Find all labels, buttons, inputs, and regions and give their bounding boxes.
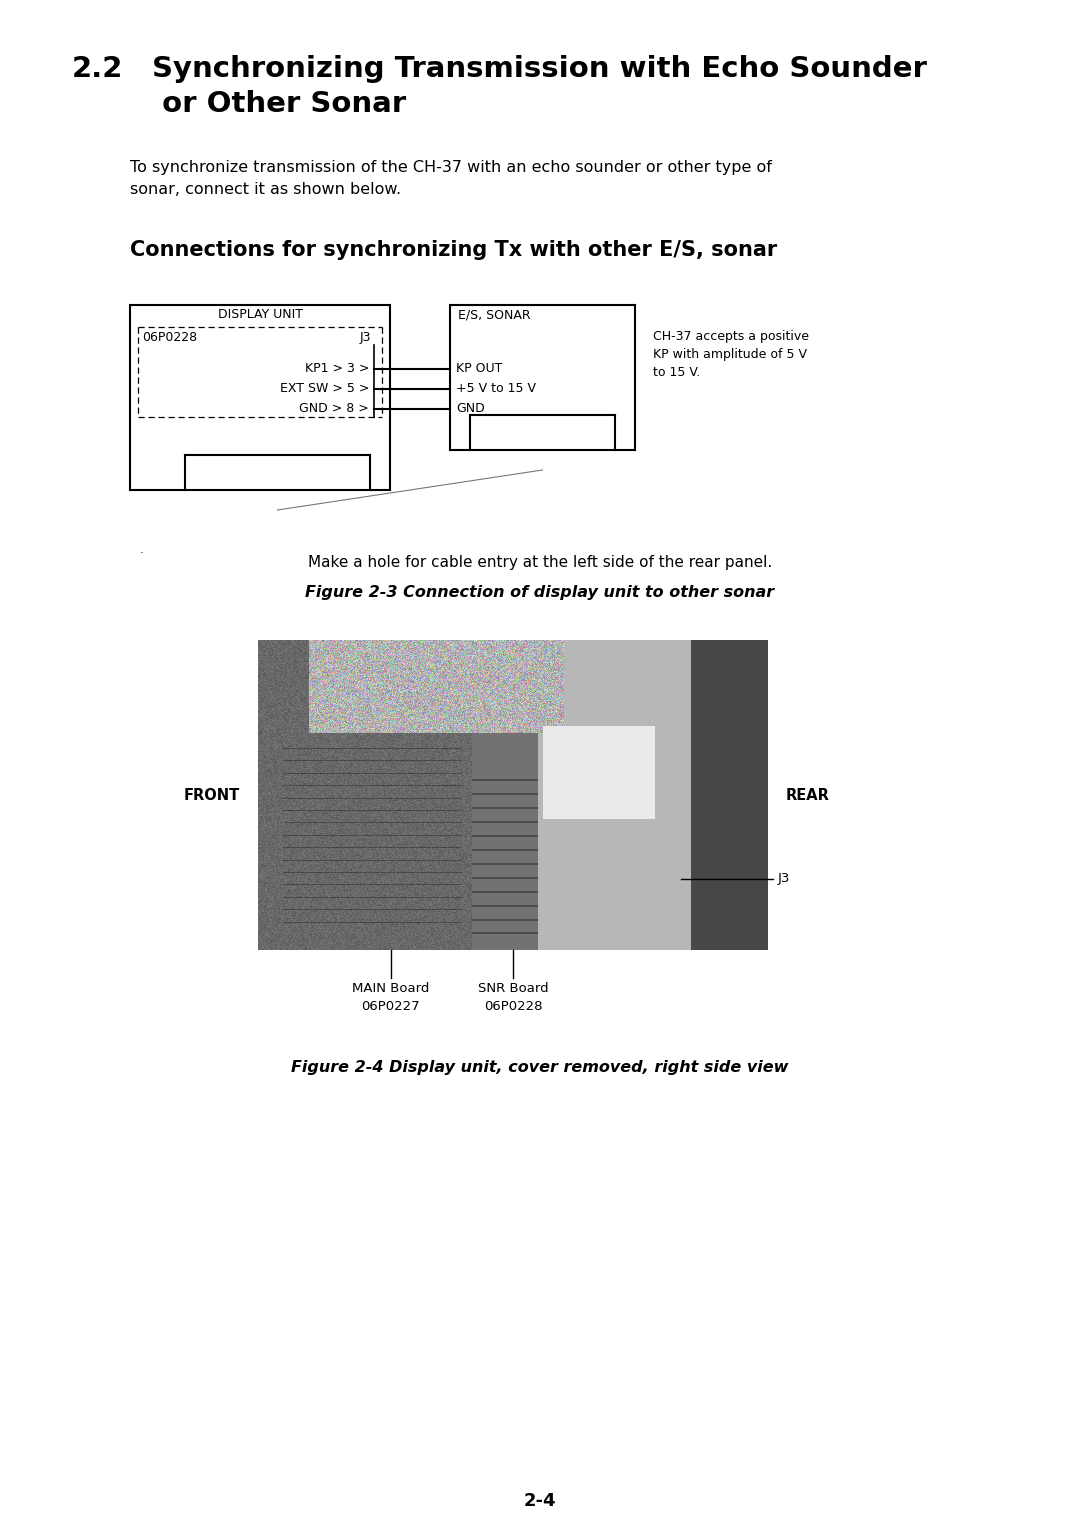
Text: +5 V to 15 V: +5 V to 15 V bbox=[456, 383, 536, 395]
Text: MAIN Board: MAIN Board bbox=[352, 983, 429, 995]
Text: FRONT: FRONT bbox=[184, 787, 240, 803]
Text: CH-37 accepts a positive
KP with amplitude of 5 V
to 15 V.: CH-37 accepts a positive KP with amplitu… bbox=[653, 330, 809, 378]
Text: 06P0227: 06P0227 bbox=[362, 1000, 420, 1013]
Text: 2-4: 2-4 bbox=[524, 1492, 556, 1511]
Text: .: . bbox=[140, 545, 144, 555]
Text: To synchronize transmission of the CH-37 with an echo sounder or other type of
s: To synchronize transmission of the CH-37… bbox=[130, 160, 772, 197]
Text: KP OUT: KP OUT bbox=[456, 363, 502, 375]
Text: 2.2: 2.2 bbox=[72, 55, 123, 82]
Text: 06P0228: 06P0228 bbox=[141, 331, 198, 343]
Text: Figure 2-3 Connection of display unit to other sonar: Figure 2-3 Connection of display unit to… bbox=[306, 584, 774, 600]
Text: REAR: REAR bbox=[786, 787, 829, 803]
Text: Make a hole for cable entry at the left side of the rear panel.: Make a hole for cable entry at the left … bbox=[308, 555, 772, 571]
Text: Figure 2-4 Display unit, cover removed, right side view: Figure 2-4 Display unit, cover removed, … bbox=[292, 1061, 788, 1074]
Text: or Other Sonar: or Other Sonar bbox=[152, 90, 406, 118]
Text: Synchronizing Transmission with Echo Sounder: Synchronizing Transmission with Echo Sou… bbox=[152, 55, 927, 82]
Text: DISPLAY UNIT: DISPLAY UNIT bbox=[217, 308, 302, 320]
Text: J3: J3 bbox=[778, 873, 791, 885]
Text: GND > 8 >: GND > 8 > bbox=[299, 403, 369, 415]
Text: 06P0228: 06P0228 bbox=[484, 1000, 542, 1013]
Text: E/S, SONAR: E/S, SONAR bbox=[458, 308, 530, 320]
Text: SNR Board: SNR Board bbox=[477, 983, 549, 995]
Text: EXT SW > 5 >: EXT SW > 5 > bbox=[280, 383, 369, 395]
Text: KP1 > 3 >: KP1 > 3 > bbox=[305, 363, 369, 375]
Text: Connections for synchronizing Tx with other E/S, sonar: Connections for synchronizing Tx with ot… bbox=[130, 240, 778, 259]
Text: GND: GND bbox=[456, 403, 485, 415]
Text: J3: J3 bbox=[360, 331, 372, 343]
